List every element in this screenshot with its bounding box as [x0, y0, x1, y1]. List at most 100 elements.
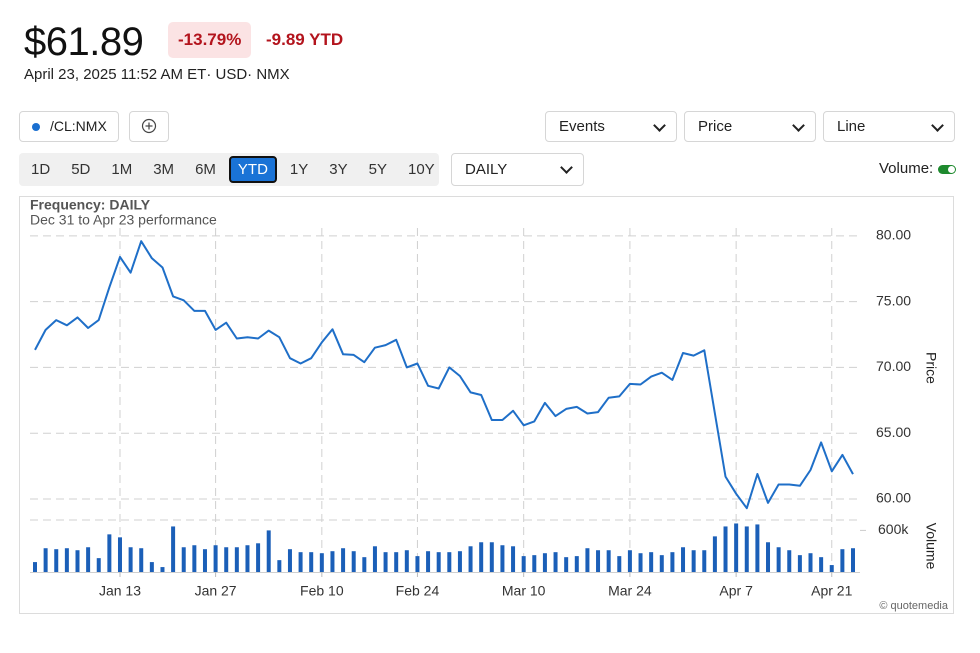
credit: © quotemedia: [879, 600, 949, 612]
volume-toggle-label: Volume:: [879, 160, 934, 177]
x-tick-label: Apr 7: [719, 583, 753, 599]
volume-bar: [744, 526, 749, 572]
volume-bar: [256, 543, 261, 572]
volume-bar: [819, 557, 824, 572]
volume-bar: [319, 553, 324, 572]
y-axis-label: Price: [923, 352, 939, 384]
volume-bar: [468, 546, 473, 572]
y-tick-label: 70.00: [876, 358, 911, 374]
volume-bar: [426, 551, 431, 572]
volume-bar: [797, 555, 802, 572]
volume-bar: [107, 534, 112, 572]
volume-bar: [54, 549, 59, 572]
volume-bar: [436, 552, 441, 572]
volume-bar: [829, 565, 834, 572]
range-button[interactable]: 5Y: [368, 161, 387, 178]
volume-bar: [213, 545, 218, 572]
volume-bar: [192, 545, 197, 572]
volume-bar: [309, 552, 314, 572]
volume-bar: [394, 552, 399, 572]
volume-bar: [224, 547, 229, 572]
volume-bar: [447, 552, 452, 572]
volume-bar: [457, 551, 462, 572]
x-tick-label: Feb 24: [396, 583, 440, 599]
volume-bar: [734, 523, 739, 572]
volume-bar: [755, 524, 760, 572]
frequency-dropdown[interactable]: DAILY: [451, 153, 584, 186]
volume-bar: [776, 547, 781, 572]
toolbar-dropdown[interactable]: Price: [684, 111, 816, 142]
volume-bar: [234, 547, 239, 572]
range-button[interactable]: 5D: [71, 161, 91, 178]
range-button[interactable]: 10Y: [407, 161, 435, 178]
volume-bar: [627, 550, 632, 572]
toolbar-dropdown[interactable]: Events: [545, 111, 677, 142]
volume-bar: [43, 548, 48, 572]
volume-bar: [86, 547, 91, 572]
volume-bar: [372, 546, 377, 572]
range-button[interactable]: 6M: [195, 161, 216, 178]
y2-axis-label: Volume: [923, 523, 939, 570]
volume-bar: [181, 547, 186, 572]
volume-bar: [532, 555, 537, 572]
volume-bar: [266, 530, 271, 572]
chart-frame: [19, 196, 954, 614]
y2-tick-label: 600k: [878, 521, 909, 537]
volume-bar: [330, 551, 335, 572]
x-tick-label: Mar 10: [502, 583, 546, 599]
volume-bar: [553, 552, 558, 572]
volume-bar: [808, 553, 813, 572]
volume-bar: [766, 542, 771, 572]
volume-bar: [404, 550, 409, 572]
volume-bar: [139, 548, 144, 572]
volume-bar: [500, 545, 505, 572]
y-tick-label: 65.00: [876, 424, 911, 440]
symbol-chip[interactable]: /CL:NMX: [19, 111, 119, 142]
x-tick-label: Feb 10: [300, 583, 344, 599]
volume-bar: [585, 548, 590, 572]
volume-bar: [574, 556, 579, 572]
volume-bar: [415, 556, 420, 572]
volume-bar: [617, 556, 622, 572]
volume-bar: [638, 553, 643, 572]
range-button[interactable]: 1M: [111, 161, 133, 178]
y-tick-label: 75.00: [876, 292, 911, 308]
add-symbol-button[interactable]: [129, 111, 169, 142]
volume-bar: [96, 558, 101, 572]
volume-bar: [596, 550, 601, 572]
volume-bar: [723, 526, 728, 572]
volume-bar: [649, 552, 654, 572]
x-tick-label: Jan 13: [99, 583, 141, 599]
volume-bar: [277, 560, 282, 572]
volume-bar: [489, 542, 494, 572]
volume-bar: [702, 550, 707, 572]
volume-bar: [75, 550, 80, 572]
last-price: $61.89: [24, 20, 144, 64]
volume-bar: [851, 548, 855, 572]
volume-bar: [245, 545, 250, 572]
x-tick-label: Apr 21: [811, 583, 852, 599]
change-percent: -13.79%: [168, 22, 252, 58]
range-button[interactable]: YTD: [228, 156, 277, 183]
volume-bar: [542, 553, 547, 572]
chart-title: Frequency: DAILY: [30, 197, 151, 213]
volume-bar: [691, 550, 696, 572]
volume-bar: [659, 555, 664, 572]
timestamp: April 23, 2025 11:52 AM ET· USD· NMX: [24, 66, 290, 83]
volume-bar: [117, 537, 122, 572]
range-button[interactable]: 1D: [31, 161, 51, 178]
range-button[interactable]: 3Y: [329, 161, 348, 178]
volume-bar: [362, 557, 367, 572]
volume-toggle[interactable]: [938, 165, 956, 174]
range-button[interactable]: 1Y: [289, 161, 309, 178]
volume-bar: [298, 552, 303, 572]
volume-bar: [383, 552, 388, 572]
volume-bar: [564, 557, 569, 572]
range-button[interactable]: 3M: [153, 161, 175, 178]
volume-bar: [670, 552, 675, 572]
volume-bar: [511, 546, 516, 572]
toolbar-dropdown[interactable]: Line: [823, 111, 955, 142]
